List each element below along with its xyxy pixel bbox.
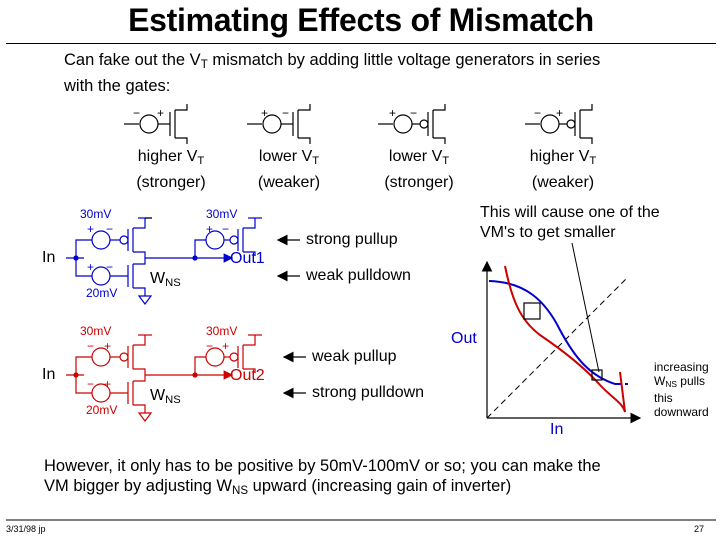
c1-bot-mv: 20mV <box>86 286 118 300</box>
svg-text:+: + <box>157 106 164 120</box>
svg-text:+: + <box>222 339 229 353</box>
symbol-caption-1: higher VT (stronger) <box>136 148 206 191</box>
circuit2-schematic <box>66 334 262 422</box>
symbol-higher-vt-weaker <box>525 104 593 144</box>
c2-pullup-label: weak pullup <box>312 348 397 365</box>
c1-out-label: Out1 <box>230 250 265 267</box>
title-rule <box>6 43 716 44</box>
c2-top-mv2: 30mV <box>206 324 238 338</box>
c2-out-label: Out2 <box>230 367 265 384</box>
svg-text:−: − <box>106 222 113 236</box>
symbol-lower-vt-stronger <box>378 104 446 144</box>
plot-caption: This will cause one of the VM's to get s… <box>480 204 660 241</box>
c1-pullup-label: strong pullup <box>306 231 398 248</box>
svg-text:−: − <box>222 222 229 236</box>
svg-text:−: − <box>106 260 113 274</box>
c1-wns-label: WNS <box>150 270 181 289</box>
svg-text:−: − <box>87 339 94 353</box>
c2-wns-label: WNS <box>150 387 181 406</box>
svg-text:−: − <box>410 106 417 120</box>
svg-text:−: − <box>534 106 541 120</box>
svg-text:+: + <box>389 106 396 120</box>
symbol-caption-3: lower VT (stronger) <box>384 148 454 191</box>
footer-date: 3/31/98 jp <box>6 524 46 534</box>
symbol-caption-4: higher VT (weaker) <box>529 148 597 191</box>
intro-text: Can fake out the VT mismatch by adding l… <box>64 51 601 95</box>
svg-text:+: + <box>104 377 111 391</box>
c1-in-label: In <box>42 249 56 266</box>
svg-text:−: − <box>87 377 94 391</box>
symbol-caption-2: lower VT (weaker) <box>257 148 321 191</box>
c1-top-mv: 30mV <box>80 207 112 221</box>
svg-text:+: + <box>261 106 268 120</box>
page-number: 27 <box>694 524 705 534</box>
c2-bot-mv: 20mV <box>86 403 118 417</box>
svg-text:+: + <box>556 106 563 120</box>
plot-xlabel: In <box>550 421 564 438</box>
symbol-lower-vt-weaker <box>247 104 311 144</box>
page-title: Estimating Effects of Mismatch <box>128 2 594 38</box>
svg-text:+: + <box>87 222 94 236</box>
plot-ylabel: Out <box>451 330 477 347</box>
svg-text:+: + <box>206 222 213 236</box>
c2-pulldown-label: strong pulldown <box>312 384 425 401</box>
c1-top-mv2: 30mV <box>206 207 238 221</box>
svg-text:−: − <box>282 106 289 120</box>
c2-top-mv: 30mV <box>80 324 112 338</box>
svg-text:−: − <box>133 106 140 120</box>
plot-note: increasing WNS pulls this downward <box>654 360 709 420</box>
c1-pulldown-label: weak pulldown <box>306 267 411 284</box>
circuit1-schematic <box>66 217 262 305</box>
svg-text:+: + <box>104 339 111 353</box>
svg-text:−: − <box>206 339 213 353</box>
transfer-plot <box>481 242 642 424</box>
conclusion-text: However, it only has to be positive by 5… <box>44 457 601 497</box>
symbol-higher-vt-stronger <box>124 104 188 144</box>
c2-in-label: In <box>42 366 56 383</box>
svg-text:+: + <box>87 260 94 274</box>
